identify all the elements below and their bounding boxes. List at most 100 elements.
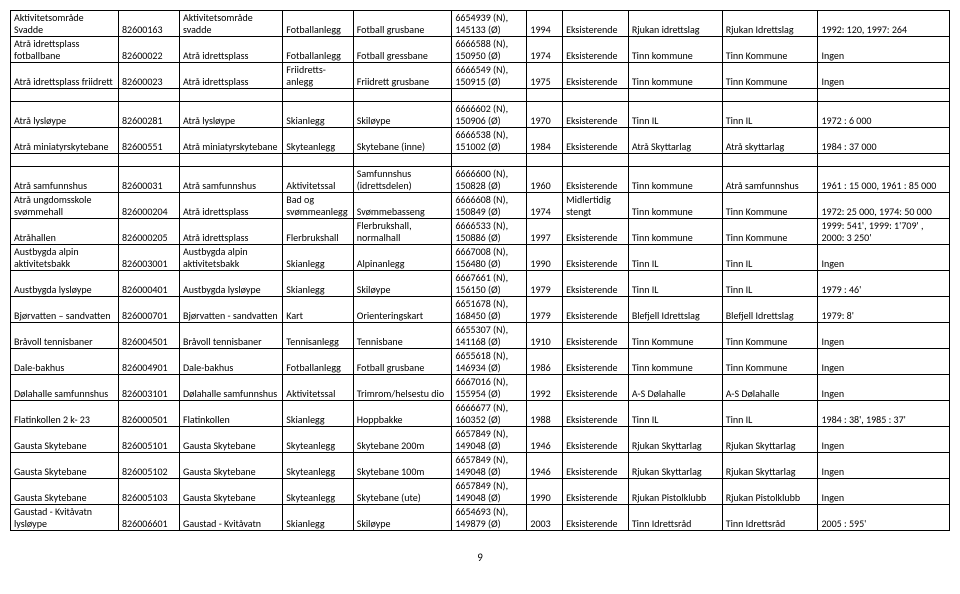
table-cell: Eksisterende	[563, 271, 629, 297]
table-cell: 826003101	[118, 375, 179, 401]
table-cell: Atrå idrettsplass fotballbane	[11, 37, 119, 63]
gap-cell	[452, 154, 527, 167]
table-cell: Tennisanlegg	[283, 323, 353, 349]
table-cell: Austbygda lysløype	[11, 271, 119, 297]
table-cell: Tinn kommune	[628, 167, 722, 193]
table-cell: Orienteringskart	[353, 297, 452, 323]
table-cell: 1910	[527, 323, 563, 349]
table-cell: 6655307 (N), 141168 (Ø)	[452, 323, 527, 349]
gap-cell	[628, 89, 722, 102]
table-cell: Eksisterende	[563, 167, 629, 193]
table-cell: Dale-bakhus	[180, 349, 283, 375]
table-cell: Skytebane 100m	[353, 453, 452, 479]
table-cell: Atrå samfunnshus	[180, 167, 283, 193]
table-cell: Ingen	[818, 453, 950, 479]
table-cell: 826005102	[118, 453, 179, 479]
table-cell: Gausta Skytebane	[11, 427, 119, 453]
table-cell: 826004901	[118, 349, 179, 375]
table-cell: Atrå samfunnshus	[722, 167, 818, 193]
table-cell: 1946	[527, 453, 563, 479]
table-cell: Eksisterende	[563, 453, 629, 479]
table-cell: Atrå lysløype	[180, 102, 283, 128]
table-cell: 6667008 (N), 156480 (Ø)	[452, 245, 527, 271]
table-cell: 6655618 (N), 146934 (Ø)	[452, 349, 527, 375]
table-cell: 82600551	[118, 128, 179, 154]
table-cell: Skianlegg	[283, 271, 353, 297]
table-cell: Samfunnshus (idrettsdelen)	[353, 167, 452, 193]
table-cell: Tinn kommune	[628, 63, 722, 89]
table-cell: 826000701	[118, 297, 179, 323]
table-cell: Skyteanlegg	[283, 453, 353, 479]
table-cell: 6666533 (N), 150886 (Ø)	[452, 219, 527, 245]
table-cell: A-S Dølahalle	[722, 375, 818, 401]
table-cell: Skyteanlegg	[283, 427, 353, 453]
table-cell: Skianlegg	[283, 505, 353, 531]
table-cell: Eksisterende	[563, 323, 629, 349]
table-cell: 6651678 (N), 168450 (Ø)	[452, 297, 527, 323]
table-cell: Rjukan Skyttarlag	[722, 427, 818, 453]
table-cell: Tinn kommune	[628, 349, 722, 375]
table-cell: 826003001	[118, 245, 179, 271]
table-cell: Tinn Kommune	[722, 323, 818, 349]
gap-cell	[11, 154, 119, 167]
table-cell: Rjukan Skyttarlag	[628, 453, 722, 479]
table-cell: 1992: 120, 1997: 264	[818, 11, 950, 37]
gap-cell	[118, 154, 179, 167]
table-cell: Bråvoll tennisbaner	[180, 323, 283, 349]
table-cell: Eksisterende	[563, 401, 629, 427]
table-cell: Atrå Skyttarlag	[628, 128, 722, 154]
gap-cell	[527, 89, 563, 102]
table-cell: Blefjell Idrettslag	[722, 297, 818, 323]
table-cell: Tinn kommune	[628, 219, 722, 245]
table-cell: Tinn IL	[722, 271, 818, 297]
table-cell: 1974	[527, 37, 563, 63]
table-cell: Gaustad - Kvitåvatn lysløype	[11, 505, 119, 531]
gap-cell	[118, 89, 179, 102]
gap-cell	[527, 154, 563, 167]
table-cell: 826005101	[118, 427, 179, 453]
table-cell: Rjukan Pistolklubb	[628, 479, 722, 505]
table-cell: Gaustad - Kvitåvatn	[180, 505, 283, 531]
table-cell: Tinn IL	[628, 102, 722, 128]
table-cell: 1984 : 38', 1985 : 37'	[818, 401, 950, 427]
table-cell: Fotball grusbane	[353, 11, 452, 37]
table-cell: 1992	[527, 375, 563, 401]
table-cell: 1984	[527, 128, 563, 154]
table-cell: Eksisterende	[563, 37, 629, 63]
table-cell: Ingen	[818, 375, 950, 401]
table-cell: Atrå skyttarlag	[722, 128, 818, 154]
table-cell: 1979 : 46'	[818, 271, 950, 297]
table-cell: 1990	[527, 479, 563, 505]
table-cell: Rjukan Pistolklubb	[722, 479, 818, 505]
table-cell: Tinn IL	[722, 102, 818, 128]
table-cell: Rjukan idrettslag	[628, 11, 722, 37]
table-cell: Eksisterende	[563, 11, 629, 37]
table-cell: 1946	[527, 427, 563, 453]
table-cell: 6666602 (N), 150906 (Ø)	[452, 102, 527, 128]
table-cell: Gausta Skytebane	[180, 453, 283, 479]
table-cell: Tennisbane	[353, 323, 452, 349]
table-cell: Bjørvatten - sandvatten	[180, 297, 283, 323]
table-cell: Aktivitetssal	[283, 375, 353, 401]
table-cell: 1999: 541', 1999: 1'709' , 2000: 3 250'	[818, 219, 950, 245]
table-cell: 1979	[527, 271, 563, 297]
table-cell: 2003	[527, 505, 563, 531]
table-cell: Friidretts-anlegg	[283, 63, 353, 89]
gap-cell	[818, 154, 950, 167]
gap-cell	[563, 89, 629, 102]
table-cell: 826005103	[118, 479, 179, 505]
table-cell: Fotballanlegg	[283, 37, 353, 63]
table-cell: Eksisterende	[563, 297, 629, 323]
table-cell: Atrå lysløype	[11, 102, 119, 128]
table-cell: 826000205	[118, 219, 179, 245]
table-cell: A-S Dølahalle	[628, 375, 722, 401]
table-cell: Austbygda alpin aktivitetsbakk	[11, 245, 119, 271]
table-cell: Skianlegg	[283, 102, 353, 128]
table-cell: Tinn Idrettsråd	[628, 505, 722, 531]
table-cell: Skiløype	[353, 271, 452, 297]
table-cell: Tinn kommune	[628, 37, 722, 63]
table-cell: Tinn Idrettsråd	[722, 505, 818, 531]
table-cell: 82600031	[118, 167, 179, 193]
table-cell: 826006601	[118, 505, 179, 531]
table-cell: Eksisterende	[563, 63, 629, 89]
